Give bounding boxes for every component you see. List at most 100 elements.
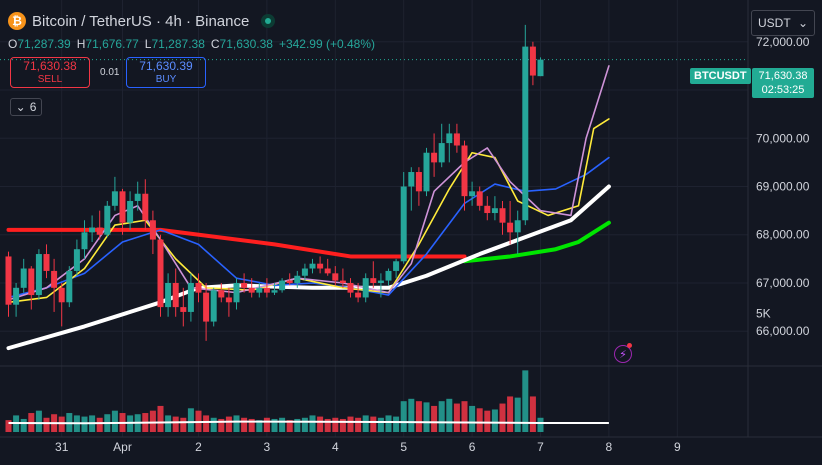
candle-body [51,270,58,288]
symbol-title: Bitcoin / TetherUS · 4h · Binance [32,12,250,30]
ohlc-legend: O71,287.39 H71,676.77 L71,287.38 C71,630… [8,37,375,51]
volume-bar [324,418,331,432]
x-tick-label: 5 [400,440,407,454]
candle-body [134,193,141,201]
volume-bar [529,396,536,432]
volume-bar [20,418,27,432]
x-tick-label: 9 [674,440,681,454]
x-tick-label: 7 [537,440,544,454]
symbol-header[interactable]: ₿ Bitcoin / TetherUS · 4h · Binance [8,12,276,30]
x-tick-label: 3 [264,440,271,454]
y-tick-label: 66,000.00 [756,324,810,338]
indicators-count: 6 [29,100,37,114]
candle-body [355,292,362,298]
volume-bar [241,417,248,432]
candle-body [309,263,316,269]
candle-body [286,280,293,283]
candle-body [446,133,453,144]
flash-icon[interactable]: ⚡ [614,345,632,363]
volume-bar [301,417,308,432]
candle-body [210,290,217,322]
volume-bar [355,417,362,432]
candle-body [149,220,156,240]
buy-price: 71,630.39 [139,59,193,73]
candle-body [165,282,172,308]
volume-bar [180,417,187,432]
volume-bar [35,410,42,432]
x-tick-label: Apr [113,440,132,454]
candle-body [58,287,65,303]
bar-countdown: 02:53:25 [761,84,805,96]
ma-line-ma-yellow [7,118,610,304]
x-tick-label: 2 [195,440,202,454]
candle-body [225,297,232,303]
candle-body [263,287,270,293]
volume-bar [491,409,498,432]
sell-button[interactable]: 71,630.38 SELL [10,57,90,88]
volume-bar [271,418,278,432]
candle-body [529,46,536,76]
volume-bar [476,408,483,432]
volume-bar [507,396,514,432]
last-price-tag: 71,630.38 02:53:25 [752,68,814,98]
volume-bar [172,416,179,432]
volume-bar [286,420,293,432]
candle-body [377,280,384,283]
x-tick-label: 31 [55,440,69,454]
volume-bar [279,417,286,432]
symbol-price-tag: BTCUSDT [690,68,751,84]
candle-body [400,186,407,262]
candle-body [431,152,438,163]
ohlc-change: +342.99 (+0.48%) [278,37,376,51]
volume-bar [165,415,172,432]
candle-body [537,59,544,77]
candle-body [157,239,164,308]
candle-body [514,220,521,233]
indicators-toggle[interactable]: ⌄ 6 [10,98,42,116]
volume-bar [461,401,468,432]
candle-body [423,152,430,192]
candle-body [499,208,506,223]
volume-bar [400,401,407,432]
buy-button[interactable]: 71,630.39 BUY [126,57,206,88]
ma-line-ma-white [6,184,611,351]
candle-body [507,222,514,233]
volume-bar [187,408,194,432]
bitcoin-icon: ₿ [8,12,26,30]
candle-body [20,268,27,288]
volume-bar [149,410,156,432]
volume-bar [332,417,339,432]
volume-bar [157,405,164,432]
volume-bar [377,417,384,432]
candle-body [438,143,445,163]
chevron-down-icon: ⌄ [15,100,26,114]
volume-bar [537,417,544,432]
volume-bar [499,403,506,432]
candle-body [73,249,80,271]
volume-bar [393,416,400,432]
candle-body [393,261,400,271]
volume-bar [514,397,521,432]
candle-body [241,282,248,288]
volume-bar [431,405,438,432]
volume-bar [347,416,354,432]
candle-body [89,227,96,233]
volume-bar [446,398,453,432]
candle-body [66,270,73,303]
candle-body [104,205,111,235]
candle-body [35,254,42,296]
currency-select[interactable]: USDT ⌄ [751,10,815,36]
volume-bar [309,415,316,432]
y-tick-label: 67,000.00 [756,276,810,290]
candle-body [522,46,529,221]
y-tick-label: 70,000.00 [756,131,810,145]
moving-average-lines [6,65,611,351]
y-tick-label: 72,000.00 [756,35,810,49]
volume-bar [370,416,377,432]
volume-bar [43,417,50,432]
volume-bar [225,416,232,432]
x-tick-label: 8 [606,440,613,454]
sell-price: 71,630.38 [23,59,77,73]
ohlc-close: C71,630.38 [210,37,273,51]
candle-body [484,205,491,214]
